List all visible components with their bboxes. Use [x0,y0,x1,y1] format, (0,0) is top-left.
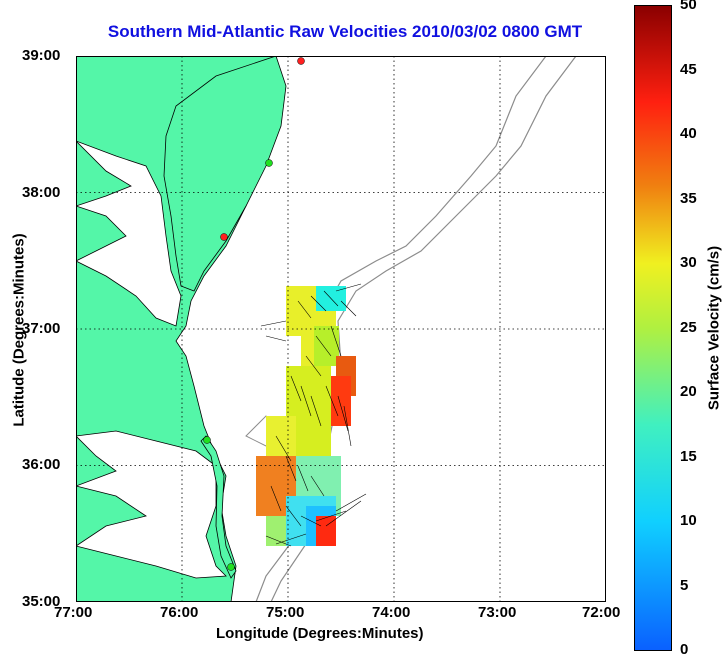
y-tick-label: 39:00 [22,47,61,64]
colorbar-tick: 10 [680,512,697,529]
x-tick-label: 75:00 [266,604,305,621]
colorbar-tick: 20 [680,383,697,400]
outer-banks [200,435,237,579]
velocity-vectors [260,283,367,547]
radar-site [220,233,228,241]
y-tick-label: 35:00 [22,593,61,610]
radar-site [227,563,235,571]
radar-site [297,57,305,65]
y-tick-label: 38:00 [22,184,61,201]
colorbar-label: Surface Velocity (cm/s) [705,245,723,411]
y-axis-label: Latitude (Degrees:Minutes) [10,233,28,427]
x-axis-label: Longitude (Degrees:Minutes) [216,625,424,642]
colorbar [634,5,672,651]
pamlico-sound [76,430,227,579]
colorbar-tick: 0 [680,641,689,658]
chesapeake-bay [76,140,182,327]
x-tick-label: 72:00 [582,604,621,621]
colorbar-tick: 15 [680,448,697,465]
colorbar-tick: 5 [680,577,689,594]
colorbar-tick: 45 [680,61,697,78]
land-delmarva [163,56,287,292]
colorbar-tick: 35 [680,190,697,207]
x-tick-label: 76:00 [160,604,199,621]
colorbar-tick: 40 [680,125,697,142]
velocity-field [256,286,356,546]
colorbar-tick: 25 [680,319,697,336]
x-tick-label: 77:00 [54,604,93,621]
map-plot [76,56,606,602]
lat-lon-grid [76,56,606,602]
colorbar-tick: 30 [680,254,697,271]
radar-site [203,436,211,444]
y-tick-label: 37:00 [22,320,61,337]
plot-frame [76,56,606,602]
radar-site [265,159,273,167]
map-title: Southern Mid-Atlantic Raw Velocities 201… [107,22,583,41]
colorbar-tick: 50 [680,0,697,13]
x-tick-label: 74:00 [372,604,411,621]
y-tick-label: 36:00 [22,456,61,473]
x-tick-label: 73:00 [478,604,517,621]
